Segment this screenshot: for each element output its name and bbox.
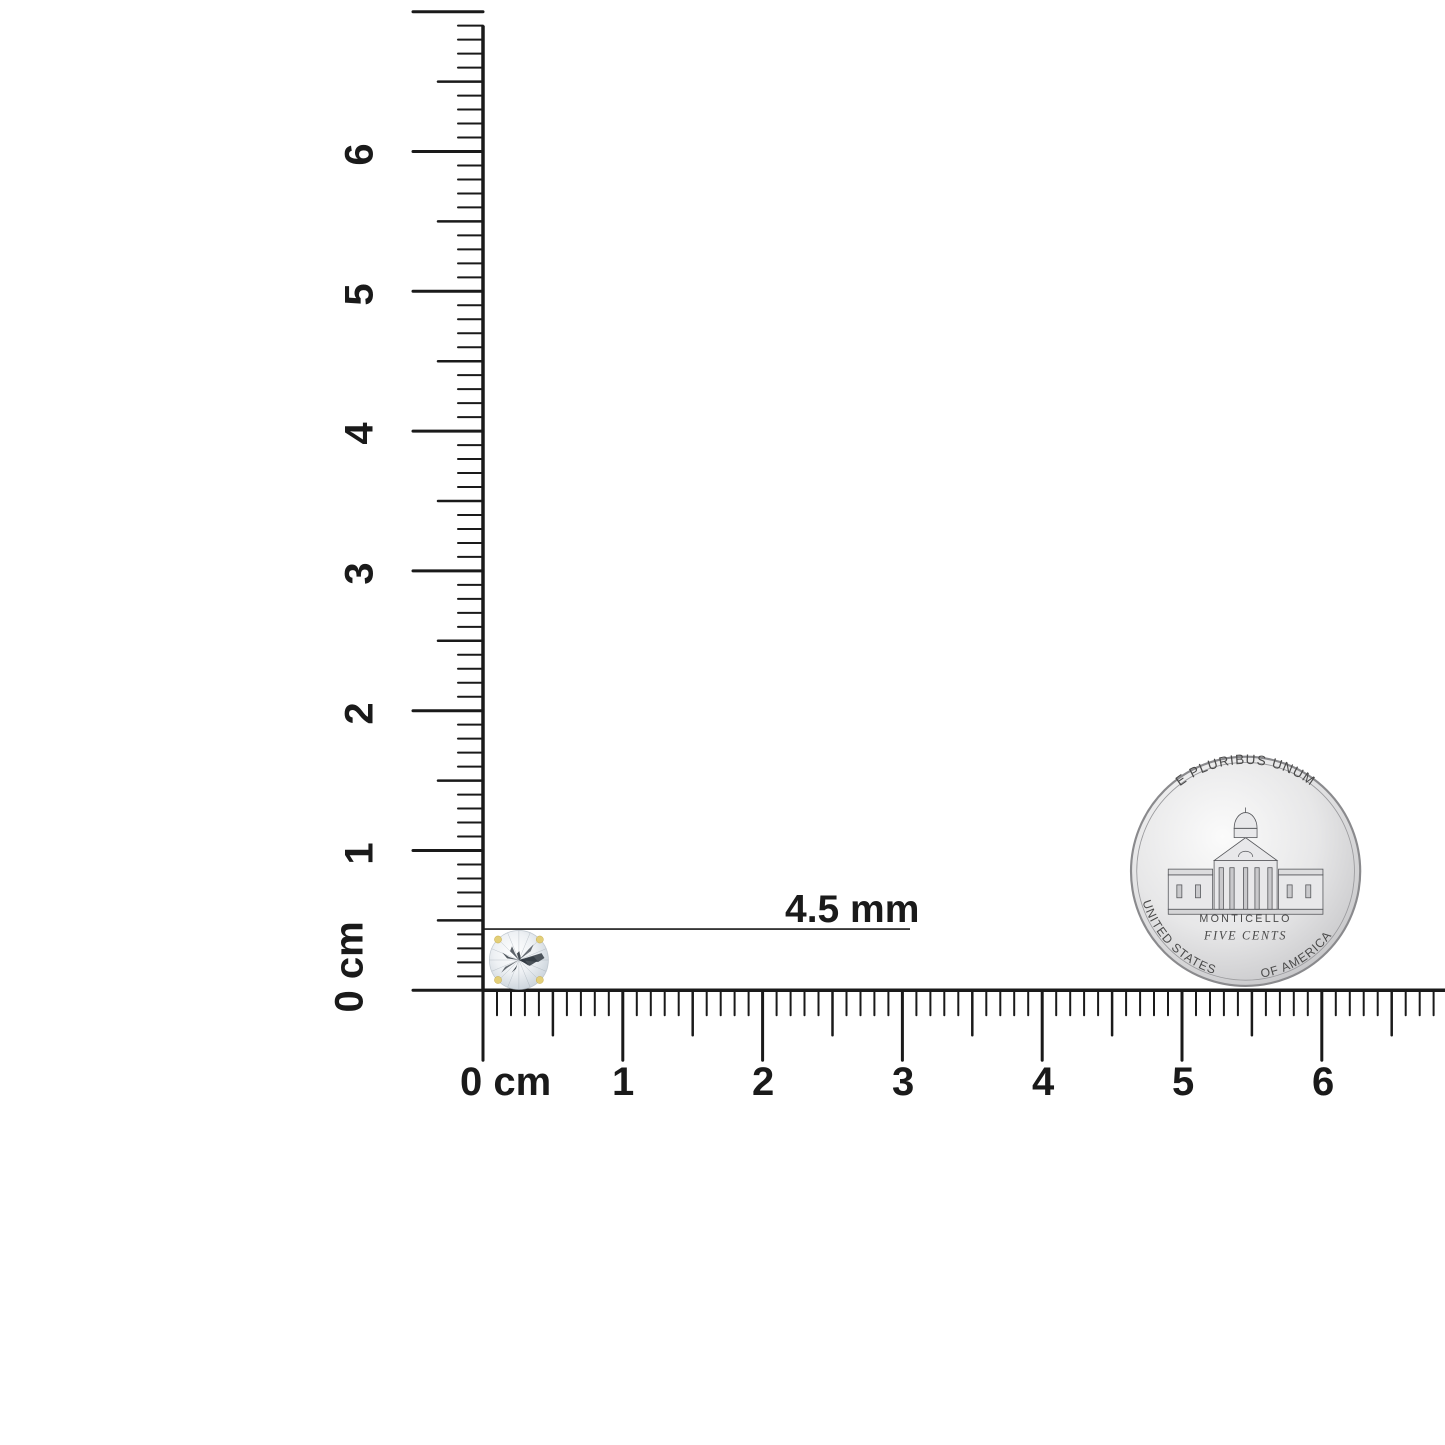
svg-text:FIVE CENTS: FIVE CENTS: [1203, 928, 1287, 942]
svg-text:MONTICELLO: MONTICELLO: [1199, 913, 1291, 925]
